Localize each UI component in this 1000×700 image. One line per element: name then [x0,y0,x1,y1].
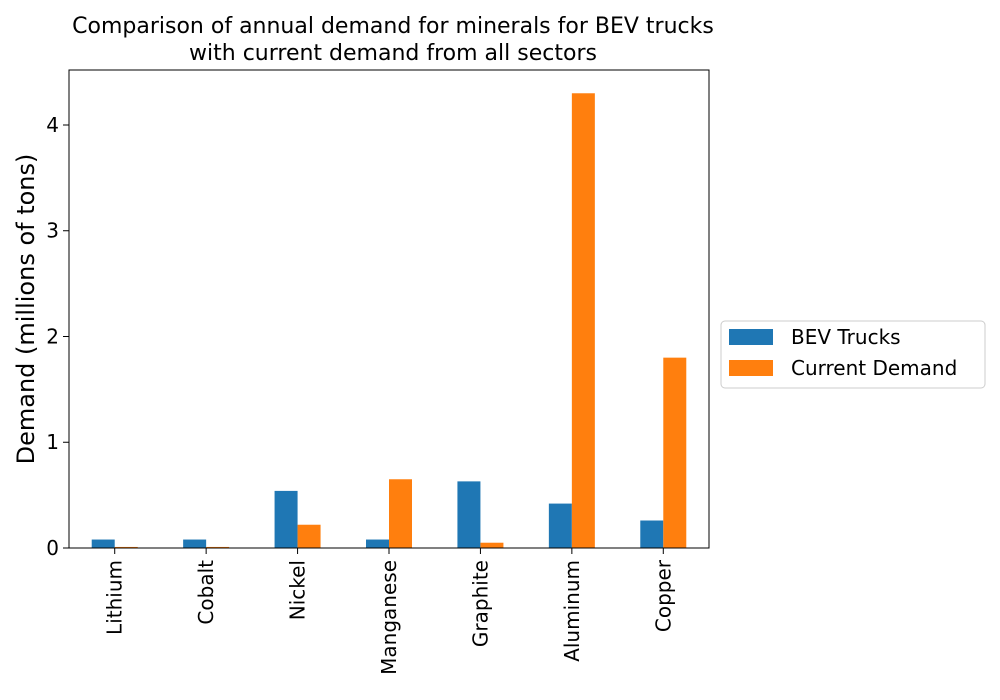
x-tick-label-copper: Copper [651,559,675,632]
bar-manganese-current-demand [389,479,412,548]
y-tick-label: 4 [46,113,59,137]
x-tick-label-nickel: Nickel [286,560,310,620]
x-tick-label-graphite: Graphite [468,560,492,647]
chart-title-text: Comparison of annual demand for minerals… [72,14,714,66]
x-tick-label-lithium: Lithium [103,560,127,635]
bar-aluminum-bev-trucks [548,503,572,548]
x-tick-label-cobalt: Cobalt [194,560,218,625]
bar-manganese-bev-trucks [366,539,389,548]
bar-cobalt-current-demand [206,546,230,548]
bar-graphite-bev-trucks [457,481,481,548]
bar-cobalt-bev-trucks [183,539,207,548]
bar-nickel-bev-trucks [274,490,298,548]
plot-area [68,69,710,549]
x-tick-label-aluminum: Aluminum [560,560,584,662]
bar-copper-current-demand [663,357,687,548]
legend-label: BEV Trucks [791,325,901,349]
y-tick-label: 0 [46,536,59,560]
bar-lithium-bev-trucks [91,539,115,548]
legend-box [720,320,986,389]
y-axis: 0 1 2 3 4 [46,113,69,560]
legend-swatch [729,329,773,345]
legend-swatch [729,360,773,376]
bars-group [91,93,687,548]
x-axis: Lithium Cobalt Nickel Manganese Graphite Alum… [103,548,675,675]
bar-graphite-current-demand [480,542,504,548]
y-axis-label: Demand (millions of tons) [12,154,40,465]
legend-label: Current Demand [791,356,957,380]
bar-nickel-current-demand [297,524,321,548]
chart-title: Comparison of annual demand for minerals… [72,14,714,66]
bar-aluminum-current-demand [571,93,595,548]
bar-copper-bev-trucks [640,520,664,548]
bar-lithium-current-demand [114,546,138,548]
x-tick-label-manganese: Manganese [377,560,401,675]
y-tick-label: 2 [46,324,59,348]
legend: BEV Trucks Current Demand [720,320,986,389]
y-tick-label: 3 [46,219,59,243]
y-tick-label: 1 [46,430,59,454]
